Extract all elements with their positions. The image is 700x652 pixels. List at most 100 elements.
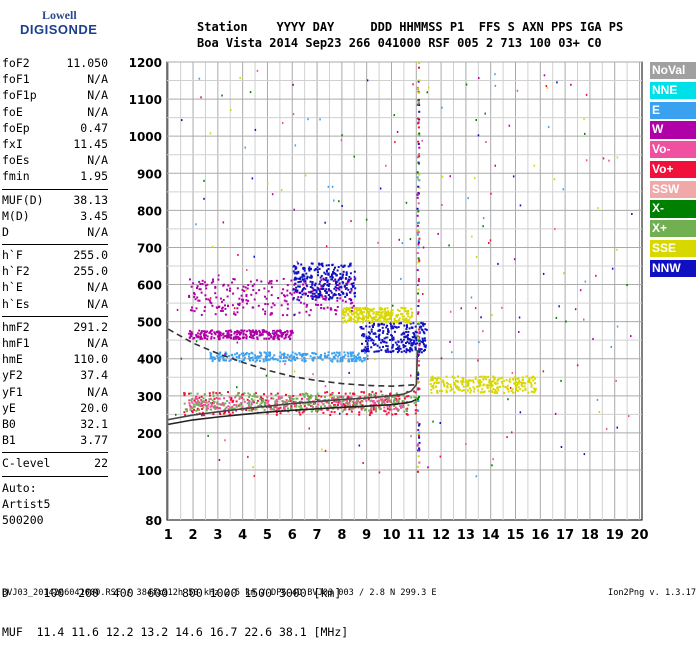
echo-point — [313, 288, 316, 291]
echo-point — [222, 359, 225, 362]
param-name: foE — [2, 104, 23, 119]
param-name: B0 — [2, 416, 16, 431]
ionogram-plot: 1 2 3 4 5 6 7 8 9 10 11 12 13 14 15 16 17 18 19 20801002003… — [129, 56, 649, 543]
echo-point — [228, 401, 231, 404]
echo-point — [317, 293, 320, 295]
echo-point — [233, 330, 236, 333]
echo-point — [405, 321, 408, 324]
echo-point — [367, 347, 369, 350]
echo-point — [359, 358, 362, 361]
echo-point — [326, 284, 329, 287]
echo-point — [378, 403, 381, 406]
echo-point — [214, 357, 216, 360]
param-name: hmF1 — [2, 336, 30, 350]
echo-point — [361, 312, 364, 315]
echo-point — [393, 408, 396, 410]
echo-point — [200, 330, 203, 333]
noise-point — [296, 260, 298, 263]
echo-point — [217, 357, 219, 359]
echo-point — [366, 307, 369, 310]
echo-point — [341, 274, 344, 277]
echo-point — [279, 406, 282, 409]
noise-point — [426, 91, 428, 94]
echo-point — [205, 298, 208, 301]
echo-point — [335, 284, 338, 286]
param-value: 110.0 — [73, 352, 108, 367]
echo-point — [372, 400, 375, 403]
echo-point — [399, 347, 402, 350]
echo-point — [233, 404, 236, 406]
noise-point — [366, 79, 369, 82]
echo-point — [283, 294, 285, 297]
param-row: h`E N/A — [2, 280, 108, 296]
echo-point — [193, 399, 196, 402]
echo-point — [241, 288, 244, 291]
echo-point — [251, 356, 254, 359]
fof2-trace-point — [417, 133, 420, 136]
echo-point — [245, 293, 248, 296]
noise-point — [484, 112, 486, 115]
echo-point — [353, 315, 356, 318]
echo-point — [242, 354, 245, 357]
echo-point — [298, 280, 301, 283]
echo-point — [328, 283, 331, 285]
echo-point — [263, 401, 266, 404]
echo-point — [323, 355, 326, 357]
echo-point — [302, 393, 305, 396]
echo-point — [386, 407, 389, 410]
fof2-trace-point — [417, 243, 420, 246]
echo-point — [388, 400, 391, 403]
echo-point — [333, 271, 336, 274]
echo-point — [228, 396, 231, 399]
echo-point — [209, 405, 212, 408]
echo-point — [413, 332, 416, 335]
echo-point — [319, 405, 322, 408]
echo-point — [259, 331, 261, 334]
echo-point — [227, 391, 229, 393]
echo-point — [231, 405, 234, 408]
echo-point — [393, 404, 396, 407]
echo-point — [242, 398, 245, 401]
echo-point — [384, 307, 386, 310]
echo-point — [249, 330, 252, 333]
fof2-trace-point — [416, 380, 419, 383]
echo-point — [322, 411, 325, 414]
header-labels: Station YYYY DAY DDD HHMMSS P1 FFS S AXN… — [197, 20, 624, 34]
echo-point — [311, 283, 314, 286]
echo-point — [297, 281, 300, 284]
echo-point — [322, 298, 325, 300]
x-tick-label: 3 — [213, 528, 222, 543]
echo-point — [369, 411, 372, 414]
echo-point — [383, 409, 386, 412]
echo-point — [511, 388, 514, 391]
param-name: foF2 — [2, 56, 30, 70]
noise-point — [449, 340, 451, 343]
echo-point — [183, 402, 186, 405]
echo-point — [430, 391, 433, 394]
echo-point — [462, 379, 465, 382]
echo-point — [375, 410, 378, 413]
echo-point — [225, 353, 227, 356]
echo-point — [342, 273, 345, 276]
noise-point — [338, 200, 340, 203]
echo-point — [227, 305, 229, 308]
fof2-trace-point — [418, 448, 421, 451]
echo-point — [303, 292, 306, 295]
echo-point — [343, 316, 345, 319]
param-value: 22 — [94, 456, 108, 471]
echo-point — [254, 331, 257, 333]
echo-point — [269, 354, 272, 357]
echo-point — [394, 395, 397, 398]
echo-point — [217, 334, 220, 337]
echo-point — [367, 398, 370, 401]
echo-point — [275, 398, 278, 401]
echo-point — [324, 396, 326, 398]
noise-point — [267, 182, 269, 185]
noise-point — [254, 128, 257, 131]
echo-point — [190, 399, 192, 402]
echo-point — [380, 390, 383, 393]
echo-point — [221, 300, 223, 303]
echo-point — [184, 408, 187, 411]
echo-point — [351, 313, 354, 316]
echo-point — [272, 302, 275, 305]
